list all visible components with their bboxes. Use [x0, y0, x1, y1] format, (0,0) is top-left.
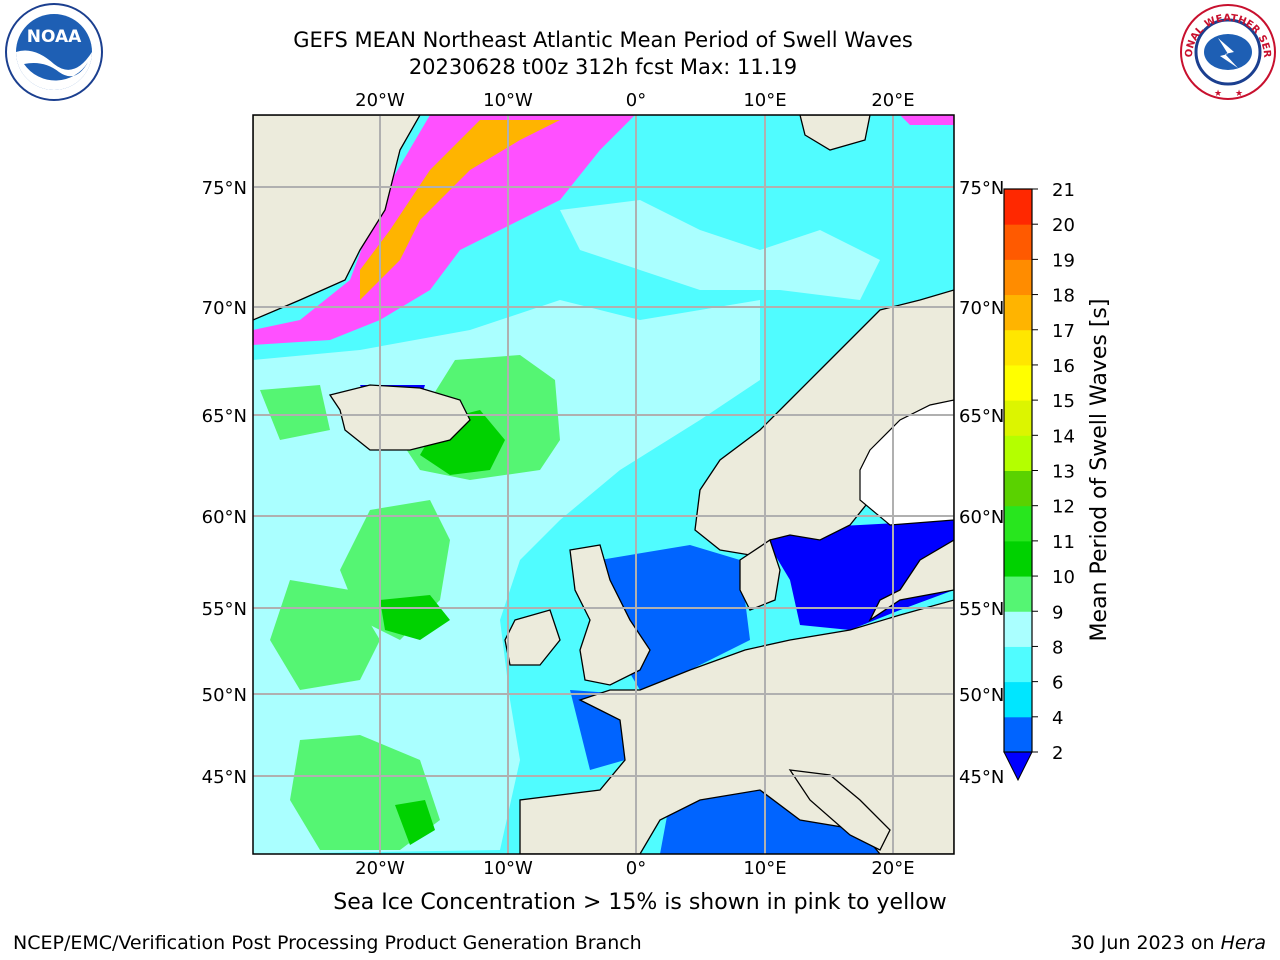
land-masses: [253, 115, 954, 854]
colorbar-tick-label: 18: [1052, 286, 1075, 307]
lon-label-top: 0°: [626, 90, 646, 111]
lon-labels-bottom: 20°W 10°W 0° 10°E 20°E: [355, 858, 914, 879]
colorbar-tick-label: 9: [1052, 602, 1063, 623]
colorbar-segment: [1004, 681, 1032, 718]
lat-label-right: 70°N: [959, 298, 1004, 319]
colorbar-segment: [1004, 259, 1032, 296]
footer-host: Hera: [1220, 932, 1266, 954]
colorbar-segment: [1004, 716, 1032, 753]
colorbar-tick-label: 14: [1052, 426, 1075, 447]
colorbar-tick-label: 11: [1052, 532, 1075, 553]
lon-label-bottom: 20°E: [871, 858, 914, 879]
colorbar-tick-label: 12: [1052, 497, 1075, 518]
colorbar-segment: [1004, 505, 1032, 542]
colorbar-segment: [1004, 646, 1032, 683]
footer-date-text: 30 Jun 2023 on: [1070, 932, 1221, 954]
sea-ice-note: Sea Ice Concentration > 15% is shown in …: [333, 890, 947, 915]
colorbar-tick-label: 6: [1052, 673, 1063, 694]
chart-subtitle: 20230628 t00z 312h fcst Max: 11.19: [408, 55, 798, 79]
colorbar-segment: [1004, 189, 1032, 225]
colorbar-tick-labels: 2 4 6 8 9 10 11 12 13 14 15 16 17 18 19 20 21: [1032, 180, 1075, 764]
lat-label-right: 45°N: [959, 767, 1004, 788]
colorbar-segment: [1004, 576, 1032, 612]
sea-ice-region: [253, 115, 954, 345]
lat-label-left: 45°N: [202, 767, 247, 788]
svg-text:★: ★: [1214, 89, 1222, 99]
colorbar-segment: [1004, 294, 1032, 331]
lat-label-right: 55°N: [959, 599, 1004, 620]
colorbar-tick-label: 2: [1052, 743, 1063, 764]
chart-title: GEFS MEAN Northeast Atlantic Mean Period…: [293, 28, 913, 52]
colorbar-tick-label: 15: [1052, 391, 1075, 412]
colorbar-segment: [1004, 224, 1032, 260]
lon-label-top: 10°E: [743, 90, 786, 111]
map-canvas: [253, 115, 954, 854]
lon-label-top: 10°W: [483, 90, 533, 111]
lat-label-left: 55°N: [202, 599, 247, 620]
noaa-logo-text: NOAA: [27, 27, 82, 47]
colorbar: [1003, 188, 1033, 782]
lat-label-right: 60°N: [959, 507, 1004, 528]
colorbar-extend-arrow: [1003, 751, 1033, 782]
lon-labels-top: 20°W 10°W 0° 10°E 20°E: [355, 90, 914, 111]
nws-logo-icon: NATIONAL WEATHER SERVICE ★ ★: [1178, 2, 1276, 100]
noaa-logo-icon: NOAA: [5, 3, 103, 101]
colorbar-tick-label: 4: [1052, 708, 1063, 729]
lat-label-left: 60°N: [202, 507, 247, 528]
colorbar-segment: [1004, 364, 1032, 401]
lon-label-bottom: 0°: [626, 858, 646, 879]
lat-labels-right: 75°N 70°N 65°N 60°N 55°N 50°N 45°N: [959, 178, 1004, 788]
colorbar-tick-label: 10: [1052, 567, 1075, 588]
colorbar-segment: [1004, 470, 1032, 507]
footer-date: 30 Jun 2023 on Hera: [1071, 932, 1266, 954]
lon-label-top: 20°E: [871, 90, 914, 111]
colorbar-tick-label: 17: [1052, 321, 1075, 342]
map-border: [252, 114, 955, 855]
lat-labels-left: 75°N 70°N 65°N 60°N 55°N 50°N 45°N: [202, 178, 247, 788]
lat-label-left: 75°N: [202, 178, 247, 199]
colorbar-segment: [1004, 435, 1032, 471]
lat-label-right: 75°N: [959, 178, 1004, 199]
lon-label-bottom: 10°W: [483, 858, 533, 879]
colorbar-label: Mean Period of Swell Waves [s]: [1087, 299, 1112, 642]
lon-label-top: 20°W: [355, 90, 405, 111]
colorbar-tick-label: 13: [1052, 462, 1075, 483]
lon-label-bottom: 10°E: [743, 858, 786, 879]
colorbar-tick-label: 8: [1052, 637, 1063, 658]
colorbar-tick-label: 19: [1052, 250, 1075, 271]
colorbar-tick-label: 20: [1052, 215, 1075, 236]
colorbar-segment: [1004, 400, 1032, 436]
colorbar-tick-label: 16: [1052, 356, 1075, 377]
lat-label-left: 50°N: [202, 685, 247, 706]
colorbar-segment: [1004, 611, 1032, 647]
lon-label-bottom: 20°W: [355, 858, 405, 879]
lat-label-left: 70°N: [202, 298, 247, 319]
colorbar-segment: [1004, 540, 1032, 577]
colorbar-tick-label: 21: [1052, 180, 1075, 201]
colorbar-segment: [1004, 329, 1032, 366]
lat-label-right: 65°N: [959, 406, 1004, 427]
lat-label-right: 50°N: [959, 685, 1004, 706]
svg-text:★: ★: [1235, 89, 1243, 99]
lat-label-left: 65°N: [202, 406, 247, 427]
map-gridlines: [253, 115, 954, 854]
footer-credit: NCEP/EMC/Verification Post Processing Pr…: [13, 932, 642, 954]
